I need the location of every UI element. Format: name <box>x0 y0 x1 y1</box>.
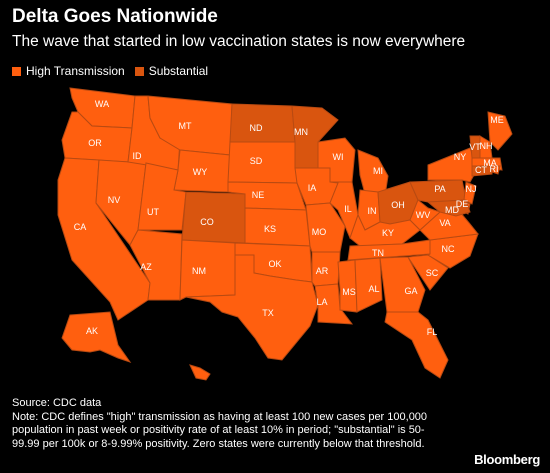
chart-subtitle: The wave that started in low vaccination… <box>12 33 466 50</box>
state-wv <box>409 199 441 231</box>
legend-label-substantial: Substantial <box>148 64 209 78</box>
state-hi <box>189 364 211 381</box>
state-label-wi: WI <box>333 152 344 162</box>
state-label-mt: MT <box>179 121 192 131</box>
state-ms <box>337 259 358 313</box>
state-label-co: CO <box>200 217 214 227</box>
state-me <box>487 111 513 151</box>
state-label-ak: AK <box>86 326 98 336</box>
state-label-id: ID <box>133 151 143 161</box>
state-label-ga: GA <box>404 286 417 296</box>
states-layer <box>57 87 513 381</box>
us-map: WA OR CA NV ID MT WY UT AZ CO NM ND SD NE KS OK TX MN IA MO… <box>57 87 513 381</box>
state-label-mo: MO <box>312 227 327 237</box>
state-ny <box>427 147 479 183</box>
legend-item-substantial: Substantial <box>134 64 209 78</box>
state-label-wa: WA <box>95 99 109 109</box>
state-label-ok: OK <box>268 259 281 269</box>
state-label-md: MD <box>445 205 459 215</box>
state-nm <box>179 239 236 301</box>
state-label-ia: IA <box>308 183 317 193</box>
state-label-nm: NM <box>192 266 206 276</box>
state-label-mi: MI <box>373 166 383 176</box>
legend-item-high: High Transmission <box>12 64 125 78</box>
state-label-fl: FL <box>427 327 438 337</box>
state-label-va: VA <box>439 218 450 228</box>
state-label-ky: KY <box>382 228 394 238</box>
state-label-nj: NJ <box>466 184 477 194</box>
state-la <box>314 283 354 325</box>
legend-swatch-high <box>12 66 21 76</box>
state-label-wv: WV <box>416 210 431 220</box>
state-ct <box>471 165 493 177</box>
state-ks <box>244 207 311 247</box>
state-label-mn: MN <box>294 127 308 137</box>
state-label-in: IN <box>368 206 377 216</box>
state-label-me: ME <box>490 115 504 125</box>
state-al <box>354 257 383 313</box>
state-sd <box>227 141 298 184</box>
state-label-ny: NY <box>454 152 467 162</box>
state-sc <box>407 254 449 291</box>
state-label-ca: CA <box>74 222 87 232</box>
state-label-pa: PA <box>434 184 445 194</box>
state-label-oh: OH <box>391 200 405 210</box>
bloomberg-logo: Bloomberg <box>474 452 540 467</box>
state-label-nv: NV <box>108 195 121 205</box>
state-label-nc: NC <box>442 244 455 254</box>
state-label-ar: AR <box>316 266 329 276</box>
state-label-al: AL <box>368 284 379 294</box>
state-label-la: LA <box>316 297 327 307</box>
legend-swatch-substantial <box>134 66 144 76</box>
footnote: Source: CDC data Note: CDC defines "high… <box>12 397 452 451</box>
state-label-wy: WY <box>193 167 208 177</box>
state-label-ut: UT <box>147 207 159 217</box>
footnote-source: Source: CDC data <box>12 397 102 409</box>
state-label-tx: TX <box>262 308 274 318</box>
state-label-de: DE <box>456 199 469 209</box>
state-label-ne: NE <box>252 190 265 200</box>
state-label-ma: MA <box>483 158 497 168</box>
state-il <box>329 181 359 240</box>
state-label-sc: SC <box>426 268 439 278</box>
state-nd <box>229 103 296 143</box>
legend: High Transmission Substantial <box>12 64 218 78</box>
state-label-il: IL <box>344 204 352 214</box>
state-label-ms: MS <box>342 287 356 297</box>
footnote-note: Note: CDC defines "high" transmission as… <box>12 410 428 450</box>
state-nj <box>463 181 477 205</box>
state-label-vt: VT <box>469 142 481 152</box>
state-label-ri: RI <box>490 164 499 174</box>
state-tx <box>185 254 319 361</box>
state-label-ct: CT <box>475 165 487 175</box>
state-label-nd: ND <box>250 123 263 133</box>
state-label-az: AZ <box>140 262 152 272</box>
state-label-ks: KS <box>264 224 276 234</box>
state-label-nh: NH <box>480 141 493 151</box>
state-label-or: OR <box>88 138 102 148</box>
state-label-tn: TN <box>372 248 384 258</box>
chart-title: Delta Goes Nationwide <box>12 6 218 27</box>
state-ak <box>61 311 132 363</box>
state-labels-layer: WA OR CA NV ID MT WY UT AZ CO NM ND SD NE KS OK TX MN IA MO… <box>74 99 504 337</box>
state-ga <box>379 256 426 313</box>
state-label-sd: SD <box>250 156 263 166</box>
state-md <box>426 199 471 217</box>
state-wy <box>173 149 231 193</box>
legend-label-high: High Transmission <box>26 64 125 78</box>
state-fl <box>384 311 449 379</box>
